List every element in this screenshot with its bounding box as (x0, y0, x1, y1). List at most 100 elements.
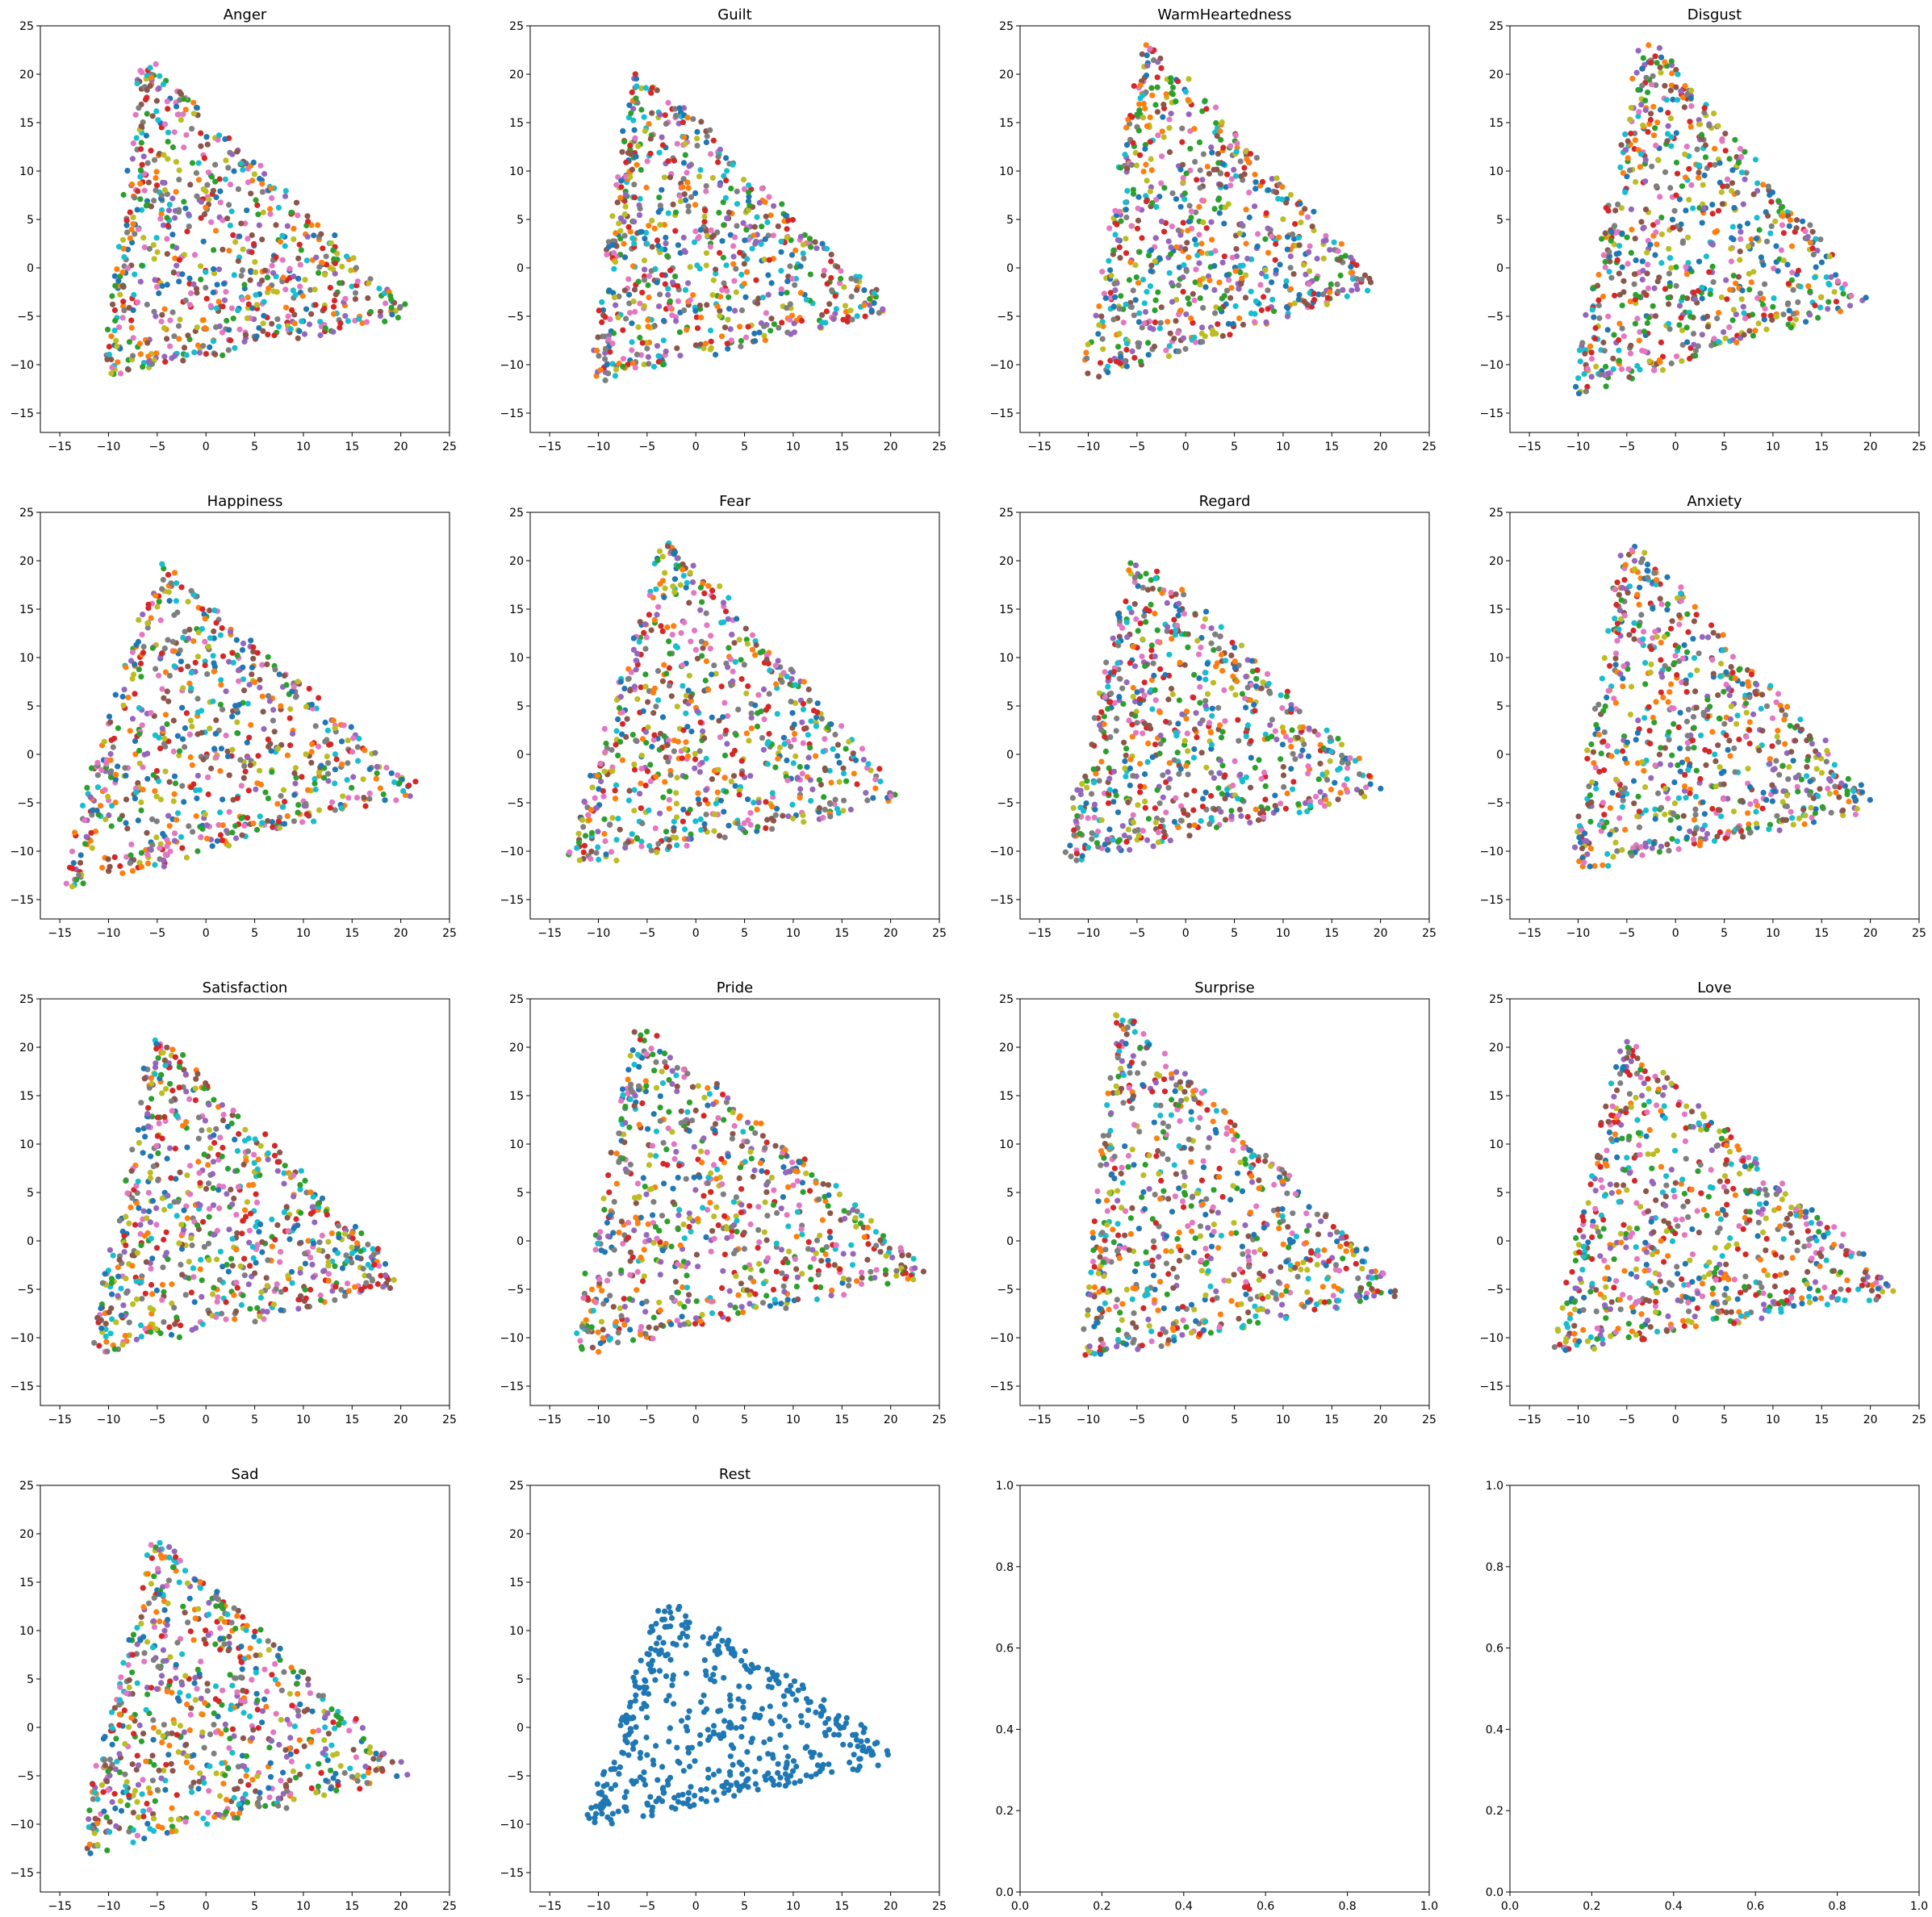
data-point (1704, 313, 1711, 320)
data-point (625, 223, 632, 230)
data-point (687, 297, 694, 303)
data-point (649, 85, 655, 91)
data-point (250, 159, 257, 165)
data-point (746, 189, 752, 195)
data-point (132, 691, 138, 697)
data-point (79, 802, 86, 809)
data-point (718, 683, 725, 690)
data-point (710, 277, 717, 283)
data-point (1186, 76, 1192, 82)
data-point (599, 299, 605, 305)
data-point (106, 344, 112, 350)
data-point (265, 654, 271, 660)
data-point (377, 785, 383, 791)
data-point (743, 730, 750, 737)
data-point (77, 852, 84, 858)
data-point (1662, 286, 1668, 292)
data-point (333, 756, 340, 762)
data-point (1173, 318, 1179, 324)
data-point (257, 162, 264, 169)
data-point (1168, 75, 1174, 81)
y-tick-label: 15 (19, 117, 34, 130)
data-point (627, 228, 634, 235)
data-point (1265, 287, 1271, 294)
data-point (784, 673, 790, 680)
data-point (1107, 267, 1114, 274)
data-point (784, 777, 791, 783)
data-point (1295, 235, 1302, 241)
data-point (225, 347, 232, 353)
data-point (211, 607, 218, 614)
x-tick-label: 15 (1324, 441, 1339, 453)
data-point (1150, 660, 1156, 666)
data-point (132, 751, 139, 758)
data-point (260, 328, 266, 334)
data-point (1682, 82, 1688, 90)
data-point (804, 764, 810, 771)
y-tick-label: 15 (509, 117, 524, 130)
data-point (1217, 170, 1224, 177)
data-point (1130, 190, 1137, 197)
data-point (639, 820, 646, 827)
data-point (245, 301, 252, 307)
x-tick-label: 15 (834, 441, 849, 453)
data-point (1618, 205, 1625, 211)
data-point (666, 638, 672, 645)
data-point (171, 830, 178, 837)
data-point (1222, 796, 1228, 802)
data-point (1817, 294, 1824, 300)
data-point (244, 315, 250, 321)
data-point (117, 862, 123, 870)
data-point (567, 849, 573, 855)
data-point (865, 761, 872, 767)
data-point (168, 580, 174, 587)
data-point (1604, 327, 1611, 333)
data-point (593, 805, 600, 812)
data-point (1228, 285, 1235, 291)
data-point (1676, 303, 1683, 309)
data-point (1632, 320, 1638, 327)
data-point (1652, 125, 1658, 132)
data-point (194, 795, 200, 802)
data-point (1124, 188, 1131, 194)
data-point (1215, 195, 1223, 202)
data-point (581, 842, 588, 849)
data-point (366, 796, 373, 802)
data-point (824, 281, 830, 287)
data-point (1788, 324, 1794, 331)
data-point (642, 127, 649, 134)
data-point (1188, 208, 1194, 215)
data-point (137, 660, 144, 667)
data-point (799, 771, 805, 777)
data-point (355, 758, 362, 764)
data-point (133, 135, 140, 141)
data-point (175, 323, 182, 329)
data-point (1622, 131, 1629, 137)
data-point (345, 795, 352, 801)
data-point (1181, 737, 1188, 744)
data-point (148, 203, 154, 210)
y-tick-label: 5 (27, 700, 34, 713)
data-point (707, 645, 713, 652)
data-point (721, 700, 728, 706)
data-point (212, 730, 219, 737)
data-point (361, 795, 367, 801)
data-point (136, 105, 142, 111)
data-point (153, 235, 160, 241)
data-point (1127, 303, 1134, 310)
data-point (703, 188, 709, 194)
data-point (761, 323, 767, 330)
data-point (1807, 222, 1813, 228)
data-point (1775, 198, 1782, 204)
data-point (776, 744, 784, 751)
data-point (631, 761, 638, 768)
data-point (1583, 311, 1589, 318)
data-point (1641, 290, 1647, 296)
data-point (1631, 281, 1637, 287)
data-point (713, 352, 719, 358)
data-point (758, 240, 764, 248)
data-point (1605, 370, 1612, 377)
data-point (1093, 312, 1099, 319)
data-point (1241, 171, 1248, 178)
data-point (612, 787, 618, 794)
